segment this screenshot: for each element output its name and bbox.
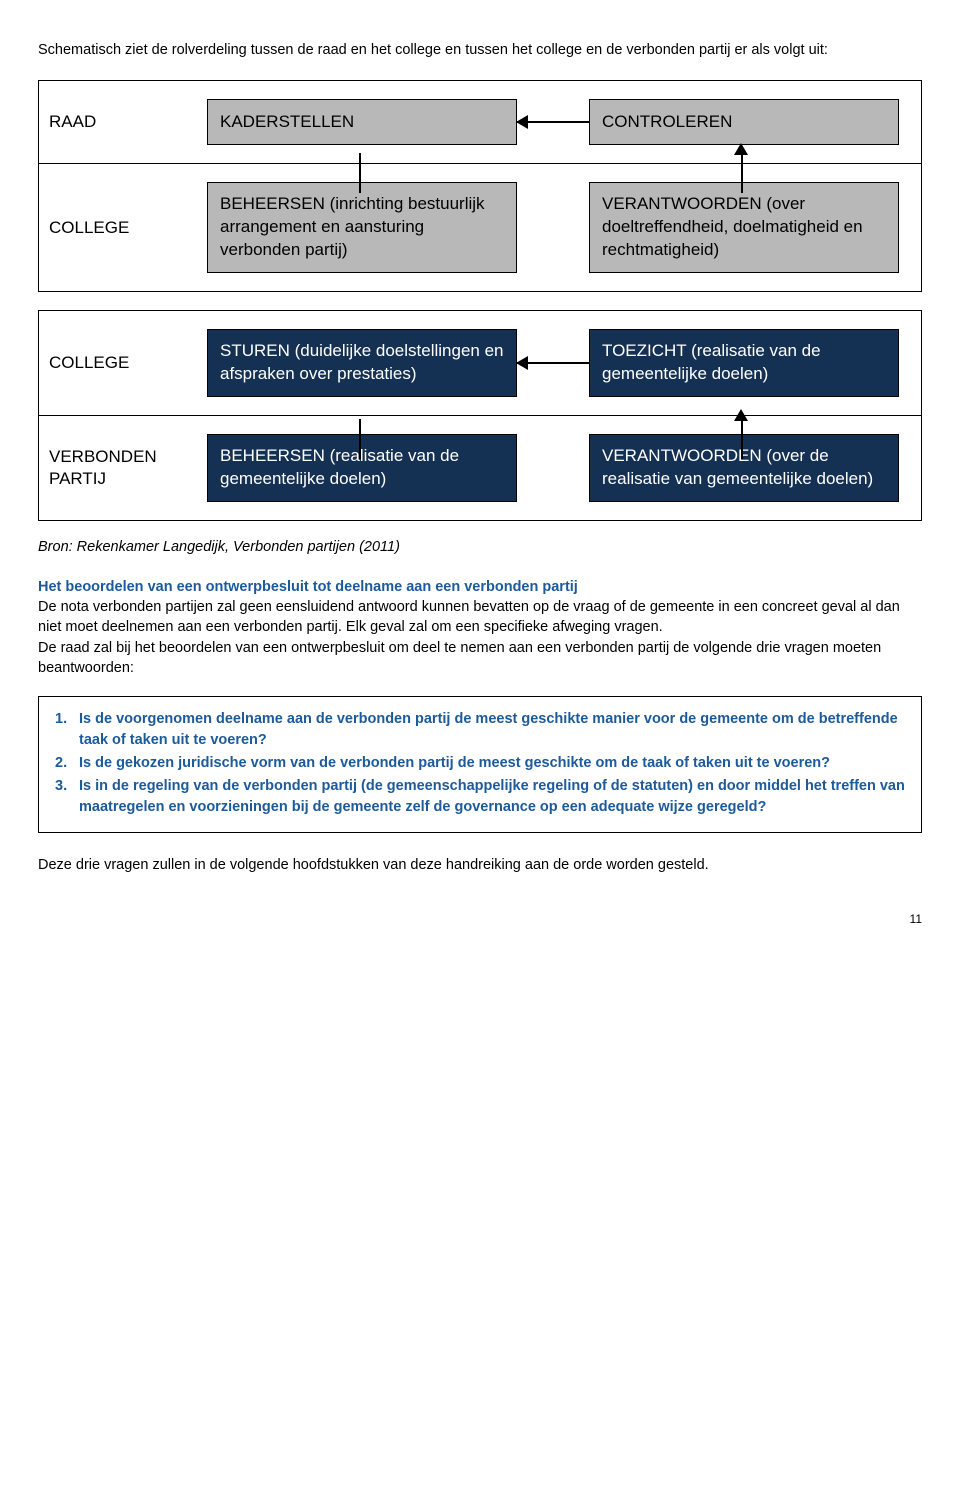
connector-line [741,153,743,193]
diagram-row-verbonden: VERBONDEN PARTIJ BEHEERSEN (realisatie v… [39,416,921,520]
list-number: 2. [55,753,79,774]
connector-line [359,153,361,193]
box-toezicht: TOEZICHT (realisatie van de gemeentelijk… [589,329,899,397]
connector-line [359,419,361,459]
section-heading: Het beoordelen van een ontwerpbesluit to… [38,579,578,595]
list-text: Is de voorgenomen deelname aan de verbon… [79,709,905,751]
closing-text: Deze drie vragen zullen in de volgende h… [38,855,922,875]
diagram-row-college2: COLLEGE STUREN (duidelijke doelstellinge… [39,311,921,416]
arrow-gap [517,99,589,145]
box-verantwoorden: VERANTWOORDEN (over doeltreffendheid, do… [589,182,899,273]
intro-text: Schematisch ziet de rolverdeling tussen … [38,40,922,60]
row-label: VERBONDEN PARTIJ [49,446,207,490]
box-beheersen2: BEHEERSEN (realisatie van de gemeentelij… [207,434,517,502]
question-item: 3.Is in de regeling van de verbonden par… [55,776,905,818]
source-citation: Bron: Rekenkamer Langedijk, Verbonden pa… [38,539,922,555]
question-list: 1.Is de voorgenomen deelname aan de verb… [55,709,905,818]
diagram-top: RAAD KADERSTELLEN CONTROLEREN COLLEGE BE… [38,80,922,292]
arrow-up-icon [734,143,748,155]
diagram-row-college1: COLLEGE BEHEERSEN (inrichting bestuurlij… [39,164,921,291]
arrow-left-icon [517,121,589,123]
box-verantwoorden2: VERANTWOORDEN (over de realisatie van ge… [589,434,899,502]
list-text: Is in de regeling van de verbonden parti… [79,776,905,818]
box-kaderstellen: KADERSTELLEN [207,99,517,145]
list-number: 1. [55,709,79,751]
page-number: 11 [38,912,922,926]
row-label: COLLEGE [49,352,207,374]
section-text: De nota verbonden partijen zal geen eens… [38,599,900,676]
list-text: Is de gekozen juridische vorm van de ver… [79,753,830,774]
row-label: COLLEGE [49,217,207,239]
box-beheersen: BEHEERSEN (inrichting bestuurlijk arrang… [207,182,517,273]
arrow-up-icon [734,409,748,421]
question-item: 1.Is de voorgenomen deelname aan de verb… [55,709,905,751]
section-body: Het beoordelen van een ontwerpbesluit to… [38,577,922,678]
diagram-row-raad: RAAD KADERSTELLEN CONTROLEREN [39,81,921,164]
arrow-gap [517,329,589,397]
arrow-gap [517,434,589,502]
diagram-bottom: COLLEGE STUREN (duidelijke doelstellinge… [38,310,922,521]
row-label: RAAD [49,111,207,133]
arrow-gap [517,182,589,273]
box-sturen: STUREN (duidelijke doelstellingen en afs… [207,329,517,397]
connector-line [741,419,743,459]
question-item: 2.Is de gekozen juridische vorm van de v… [55,753,905,774]
box-controleren: CONTROLEREN [589,99,899,145]
question-box: 1.Is de voorgenomen deelname aan de verb… [38,696,922,833]
arrow-left-icon [517,362,589,364]
list-number: 3. [55,776,79,818]
